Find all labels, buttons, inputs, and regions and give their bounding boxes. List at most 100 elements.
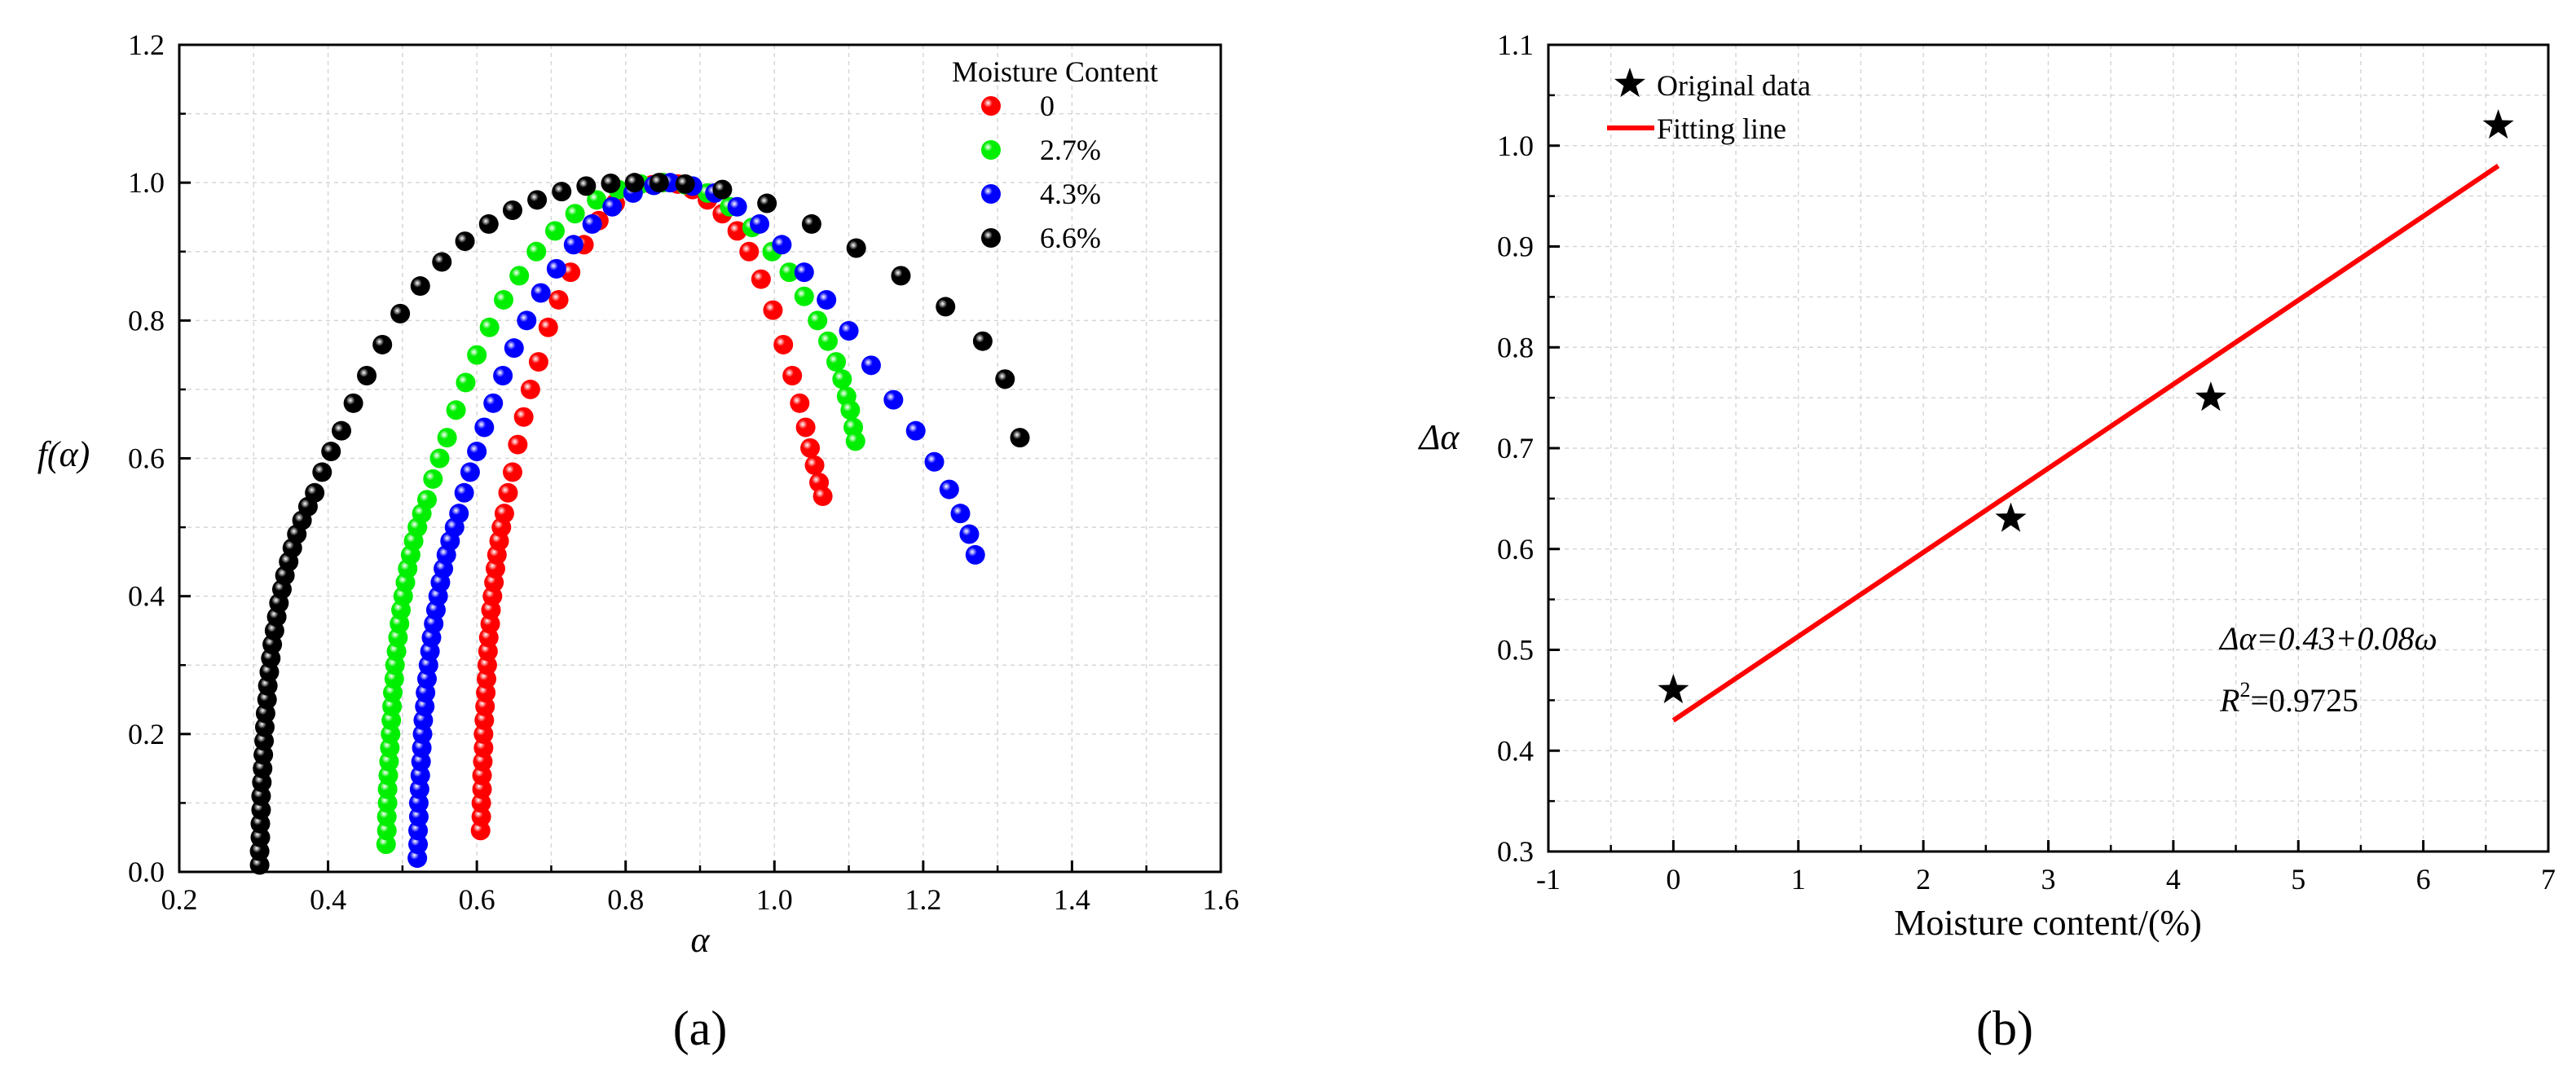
- point-series-0: [473, 724, 494, 744]
- point-series-2-7pct: [845, 431, 865, 451]
- point-series-6-6pct: [252, 772, 272, 793]
- legend-label-2-7pct: 2.7%: [1040, 134, 1101, 166]
- y-tick-label: 0.6: [128, 442, 165, 475]
- x-tick-label: 1: [1791, 863, 1806, 896]
- point-series-0: [471, 793, 491, 813]
- point-series-0: [475, 697, 495, 716]
- original-data-point: [2482, 109, 2514, 139]
- point-series-0: [508, 434, 528, 455]
- panel-a-chart: 0.2 0.4 0.6 0.8 1.0 1.2 1.4 1.60.00.20.40.60.81…: [37, 29, 1240, 1055]
- point-series-4-3pct: [504, 338, 524, 359]
- panel-a-x-axis-title: α: [690, 920, 710, 960]
- point-series-6-6pct: [332, 420, 352, 441]
- panel-a-legend-items: 0 2.7% 4.3% 6.6%: [981, 90, 1101, 254]
- point-series-4-3pct: [449, 504, 469, 524]
- point-series-2-7pct: [565, 204, 585, 224]
- y-tick-label: 1.0: [1497, 130, 1534, 162]
- point-series-2-7pct: [494, 289, 514, 310]
- point-series-6-6pct: [357, 366, 377, 385]
- r-squared-symbol: R: [2219, 682, 2239, 719]
- y-tick-label: 0.4: [1497, 734, 1534, 767]
- point-series-4-3pct: [794, 262, 814, 283]
- point-series-2-7pct: [587, 190, 607, 210]
- x-tick-label: 0.2: [161, 883, 198, 916]
- point-series-4-3pct: [460, 462, 480, 482]
- y-tick-label: 0.5: [1497, 634, 1534, 667]
- point-series-0: [812, 486, 833, 507]
- point-series-4-3pct: [965, 544, 985, 565]
- x-tick-label: 0: [1666, 863, 1680, 896]
- legend-label-4-3pct: 4.3%: [1040, 178, 1101, 210]
- point-series-0: [548, 289, 569, 310]
- y-tick-label: 0.8: [128, 304, 165, 337]
- panel-b-ticks: -1 0 1 2 3 4 5 6 7 0.3 0.4 0.5 0.6 0.7 0.8 0.9 1.0 1.1: [1497, 29, 2556, 896]
- point-series-0: [763, 300, 783, 320]
- point-series-4-3pct: [483, 393, 504, 413]
- original-data-point: [1658, 674, 1689, 704]
- point-series-6-6pct: [801, 213, 821, 234]
- point-series-4-3pct: [959, 524, 980, 544]
- point-series-6-6pct: [253, 745, 274, 765]
- point-series-4-3pct: [531, 283, 551, 303]
- point-series-4-3pct: [408, 807, 429, 827]
- point-series-6-6pct: [253, 759, 273, 779]
- point-series-6-6pct: [254, 717, 275, 737]
- point-series-4-3pct: [546, 258, 566, 279]
- point-series-2-7pct: [379, 751, 399, 772]
- legend-label-6-6pct: 6.6%: [1040, 222, 1101, 254]
- point-series-2-7pct: [818, 331, 839, 351]
- point-series-6-6pct: [343, 393, 363, 413]
- y-tick-label: 1.2: [128, 29, 165, 61]
- point-series-0: [473, 751, 493, 772]
- point-series-4-3pct: [602, 196, 623, 217]
- point-series-2-7pct: [808, 310, 828, 331]
- point-series-6-6pct: [390, 303, 411, 323]
- point-series-4-3pct: [412, 724, 433, 744]
- panel-b-chart: -1 0 1 2 3 4 5 6 7 0.3 0.4 0.5 0.6 0.7 0.8 0.9 1.0 1.1 Mo…: [1418, 29, 2556, 1055]
- point-series-2-7pct: [384, 669, 404, 689]
- point-series-6-6pct: [552, 182, 572, 202]
- point-series-0: [472, 765, 492, 786]
- point-series-0: [727, 221, 747, 241]
- point-series-4-3pct: [950, 504, 971, 524]
- point-series-6-6pct: [502, 200, 522, 220]
- point-series-6-6pct: [1010, 428, 1030, 448]
- point-series-2-7pct: [832, 369, 852, 389]
- point-series-2-7pct: [526, 241, 547, 262]
- panel-a-legend: Moisture Content 0 2.7% 4.3% 6.6%: [952, 55, 1158, 254]
- point-series-6-6pct: [254, 731, 275, 751]
- point-series-2-7pct: [376, 807, 397, 827]
- point-series-2-7pct: [456, 372, 476, 393]
- point-series-2-7pct: [377, 793, 398, 813]
- point-series-4-3pct: [517, 310, 537, 331]
- point-series-6-6pct: [624, 173, 645, 193]
- point-series-6-6pct: [251, 786, 271, 806]
- point-series-0: [474, 710, 495, 730]
- fit-equation: Δα=0.43+0.08ω: [2218, 620, 2437, 657]
- point-series-4-3pct: [407, 848, 428, 869]
- point-series-0: [520, 379, 540, 399]
- point-series-4-3pct: [817, 289, 837, 310]
- point-series-4-3pct: [883, 389, 904, 410]
- point-series-6-6pct: [675, 174, 695, 194]
- point-series-2-7pct: [423, 469, 443, 489]
- y-tick-label: 0.2: [128, 718, 165, 750]
- panel-a-points: [249, 173, 1030, 875]
- point-series-4-3pct: [750, 213, 770, 234]
- legend-marker-4-3pct: [981, 184, 1001, 204]
- point-series-2-7pct: [794, 286, 814, 306]
- point-series-6-6pct: [251, 799, 271, 820]
- point-series-6-6pct: [249, 855, 270, 875]
- x-tick-label: 1.4: [1054, 883, 1090, 916]
- point-series-6-6pct: [455, 231, 475, 252]
- point-series-4-3pct: [410, 765, 430, 786]
- point-series-4-3pct: [905, 420, 926, 441]
- point-series-2-7pct: [381, 724, 401, 744]
- point-series-6-6pct: [372, 334, 393, 354]
- fitting-line: [1671, 164, 2500, 723]
- point-series-4-3pct: [924, 451, 945, 472]
- legend-star-icon: [1614, 68, 1646, 98]
- point-series-6-6pct: [478, 213, 499, 234]
- legend-label-0: 0: [1040, 90, 1055, 122]
